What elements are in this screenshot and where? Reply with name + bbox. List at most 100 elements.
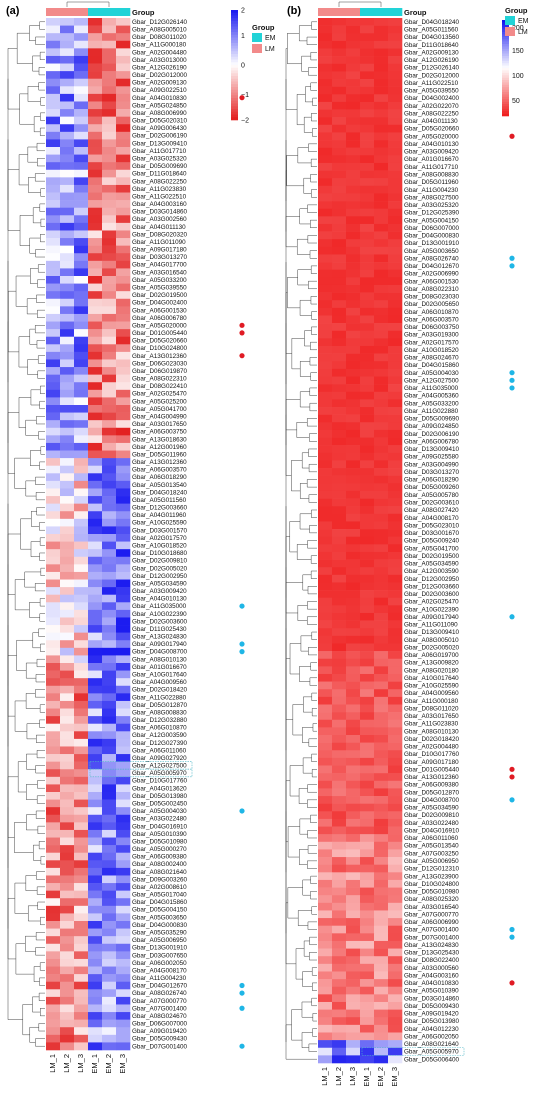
heatmap-cell [360,849,375,858]
heatmap-cell [374,773,389,782]
heatmap-cell [346,689,361,698]
heatmap-cell [74,1034,89,1043]
heatmap-cell [46,518,61,527]
heatmap-cell [318,735,333,743]
gene-label: Gbar_A13G018630 [132,436,187,443]
heatmap-cell [102,526,117,535]
color-scale-step [502,87,509,90]
heatmap-cell [74,617,89,626]
heatmap-cell [346,208,361,217]
dendrogram-branch [40,97,45,106]
heatmap-cell [360,574,375,583]
heatmap-cell [88,845,103,854]
heatmap-cell [102,222,117,231]
heatmap-cell [332,384,347,393]
gene-label: Gbar_A05G005970 [132,770,187,777]
gene-label: Gbar_A06G018290 [404,477,459,484]
heatmap-cell [374,345,389,354]
heatmap-cell [46,71,61,80]
heatmap-cell [46,996,61,1005]
heatmap-cell [46,974,61,983]
heatmap-cell [88,25,103,34]
heatmap-cell [346,513,361,522]
heatmap-cell [74,571,89,580]
heatmap-cell [46,951,61,960]
heatmap-cell [102,344,117,353]
heatmap-cell [60,412,75,421]
heatmap-cell [46,276,61,284]
heatmap-cell [332,292,347,301]
heatmap-cell [116,769,131,778]
dendrogram-branch [285,658,293,721]
heatmap-cell [374,307,389,316]
heatmap-cell [388,940,403,949]
heatmap-cell [346,681,361,690]
heatmap-cell [374,529,389,537]
heatmap-cell [46,822,61,831]
dendrogram-branch [38,82,45,91]
heatmap-cell [102,860,117,869]
gene-label: Gbar_A13G012360 [132,459,187,466]
heatmap-cell [374,422,389,431]
dendrogram-branch [39,598,45,607]
heatmap-cell [116,1042,131,1051]
heatmap-cell [360,940,375,949]
dendrogram-branch [299,666,311,682]
heatmap-cell [360,628,375,637]
heatmap-cell [360,719,375,728]
heatmap-cell [60,617,75,626]
dendrogram-branch [307,784,317,793]
heatmap-cell [88,116,103,125]
heatmap-cell [374,1009,389,1018]
dendrogram-branch [39,977,45,986]
dendrogram-branch [311,906,317,915]
heatmap-cell [88,807,103,816]
dendrogram-branch [311,189,317,198]
heatmap-cell [88,154,103,163]
heatmap-cell [332,216,347,225]
heatmap-cell [318,490,333,499]
heatmap-cell [346,71,361,80]
dendrogram-branch [36,734,45,743]
heatmap-cell [74,25,89,34]
color-scale-step [231,62,238,66]
heatmap-cell [388,879,403,888]
heatmap-cell [74,579,89,588]
heatmap-cell [346,429,361,438]
dendrogram-branch [34,173,45,182]
heatmap-cell [46,905,61,914]
heatmap-cell [46,1012,61,1020]
heatmap-cell [60,374,75,383]
color-scale-step [231,37,238,41]
column-label: LM_1 [320,1067,329,1086]
color-scale-step [502,84,509,88]
gene-label: Gbar_A02G008610 [132,884,187,891]
heatmap-cell [102,169,117,178]
heatmap-cell [102,784,117,793]
heatmap-cell [332,498,347,507]
heatmap-cell [46,526,61,535]
heatmap-cell [102,663,117,671]
heatmap-cell [102,55,117,64]
heatmap-cell [360,673,375,682]
heatmap-cell [102,776,117,785]
color-scale-step [231,51,238,55]
heatmap-cell [74,541,89,550]
heatmap-cell [74,336,89,345]
gene-label: Gbar_D05G011960 [404,179,459,186]
gene-label: Gbar_A05G011560 [404,27,459,34]
heatmap-cell [46,814,61,823]
heatmap-cell [374,704,389,713]
heatmap-cell [388,307,403,316]
heatmap-cell [318,63,333,72]
heatmap-cell [318,208,333,217]
heatmap-cell [388,323,403,332]
heatmap-cell [102,25,117,34]
dendrogram-branch [310,174,317,183]
heatmap-cell [74,40,89,49]
heatmap-cell [74,367,89,375]
heatmap-cell [360,612,375,621]
dendrogram-branch [312,1013,317,1022]
heatmap-cell [346,773,361,782]
color-scale-step [231,34,238,38]
